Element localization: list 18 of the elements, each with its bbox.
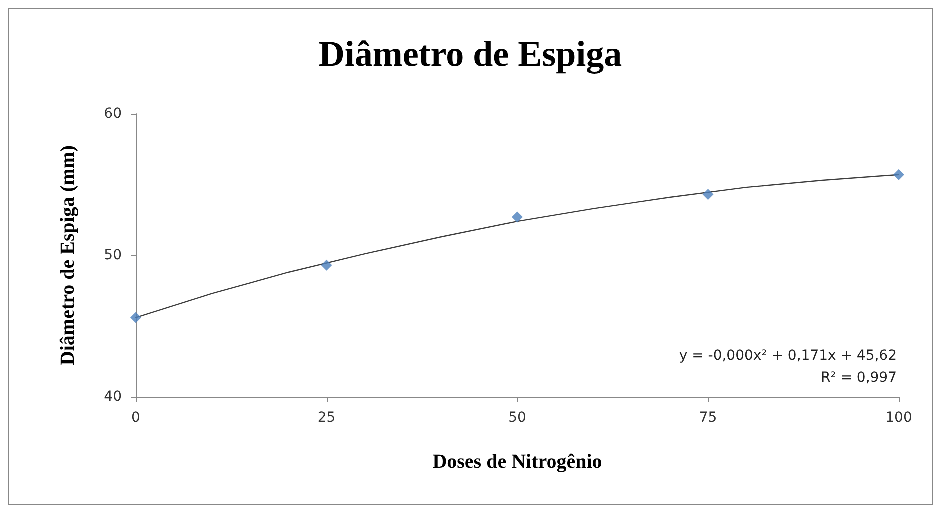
- point: [130, 312, 142, 324]
- point: [512, 212, 523, 223]
- x-axis-title: Doses de Nitrogênio: [432, 451, 602, 473]
- y-axis-title: Diâmetro de Espiga (mm): [57, 145, 79, 366]
- y-tick-label: 40: [104, 389, 122, 405]
- point: [321, 260, 332, 271]
- annotation: y = -0,000x² + 0,171x + 45,62: [679, 348, 898, 364]
- x-tick-label: 100: [886, 410, 912, 426]
- y-tick-label: 60: [104, 106, 122, 122]
- x-tick-label: 75: [699, 410, 718, 426]
- annotation: R² = 0,997: [820, 370, 898, 386]
- x-tick-label: 0: [132, 410, 140, 426]
- point: [702, 189, 714, 200]
- point: [894, 169, 904, 180]
- y-tick-label: 50: [104, 248, 122, 264]
- x-tick-label: 50: [508, 410, 526, 426]
- chart-title: Diâmetro de Espiga: [318, 34, 622, 74]
- x-tick-label: 25: [318, 410, 336, 426]
